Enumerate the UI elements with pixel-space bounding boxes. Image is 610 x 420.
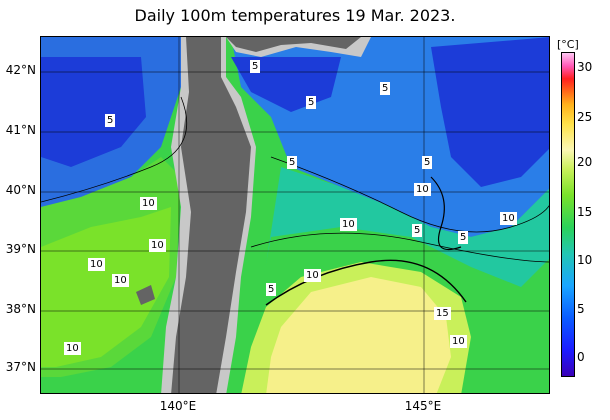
- lat-label-42: 42°N: [5, 63, 36, 77]
- colorbar: [561, 52, 575, 377]
- contour-line: [430, 176, 462, 251]
- contour-label: 5: [380, 82, 391, 95]
- contour-label: 10: [500, 212, 517, 225]
- colorbar-tick-5: 5: [577, 302, 585, 316]
- contour-label: 10: [140, 197, 157, 210]
- contour-label: 10: [450, 335, 467, 348]
- contour-label: 5: [412, 224, 423, 237]
- temperature-map: [40, 36, 550, 394]
- contour-label: 5: [105, 114, 116, 127]
- contour-label: 15: [434, 307, 451, 320]
- contour-label: 10: [88, 258, 105, 271]
- lat-label-40: 40°N: [5, 183, 36, 197]
- warm-core-inner: [266, 277, 451, 393]
- lon-label-145: 145°E: [404, 399, 442, 413]
- contour-label: 10: [112, 274, 129, 287]
- colorbar-tick-10: 10: [577, 253, 593, 267]
- colorbar-tick-25: 25: [577, 110, 593, 124]
- colorbar-unit: [°C]: [557, 38, 579, 51]
- contour-label: 5: [250, 60, 261, 73]
- contour-line: [41, 96, 188, 203]
- lat-label-38: 38°N: [5, 302, 36, 316]
- japan-sea-bright-zone: [41, 207, 171, 367]
- lon-label-140: 140°E: [159, 399, 197, 413]
- contour-line: [250, 232, 549, 263]
- contour-line: [265, 259, 467, 306]
- land-sado: [136, 285, 155, 305]
- colorbar-tick-20: 20: [577, 155, 593, 169]
- oyashio-deep-zone: [431, 37, 549, 187]
- colorbar-tick-15: 15: [577, 205, 593, 219]
- contour-label: 5: [266, 283, 277, 296]
- contour-label: 5: [287, 156, 298, 169]
- contour-label: 5: [458, 231, 469, 244]
- colorbar-gradient: [562, 53, 574, 376]
- contour-label: 5: [422, 156, 433, 169]
- contour-line: [270, 156, 549, 233]
- lat-label-37: 37°N: [5, 360, 36, 374]
- lat-label-41: 41°N: [5, 123, 36, 137]
- lat-label-39: 39°N: [5, 242, 36, 256]
- japan-sea-deep-zone: [41, 57, 146, 167]
- contour-label: 10: [340, 218, 357, 231]
- land-honshu: [171, 37, 251, 393]
- land-hokkaido: [226, 37, 361, 52]
- map-title: Daily 100m temperatures 19 Mar. 2023.: [134, 6, 456, 25]
- colorbar-tick-0: 0: [577, 350, 585, 364]
- contour-label: 5: [306, 96, 317, 109]
- contour-label: 10: [149, 239, 166, 252]
- contour-label: 10: [414, 183, 431, 196]
- colorbar-tick-30: 30: [577, 60, 593, 74]
- contour-label: 10: [304, 269, 321, 282]
- contour-label: 10: [64, 342, 81, 355]
